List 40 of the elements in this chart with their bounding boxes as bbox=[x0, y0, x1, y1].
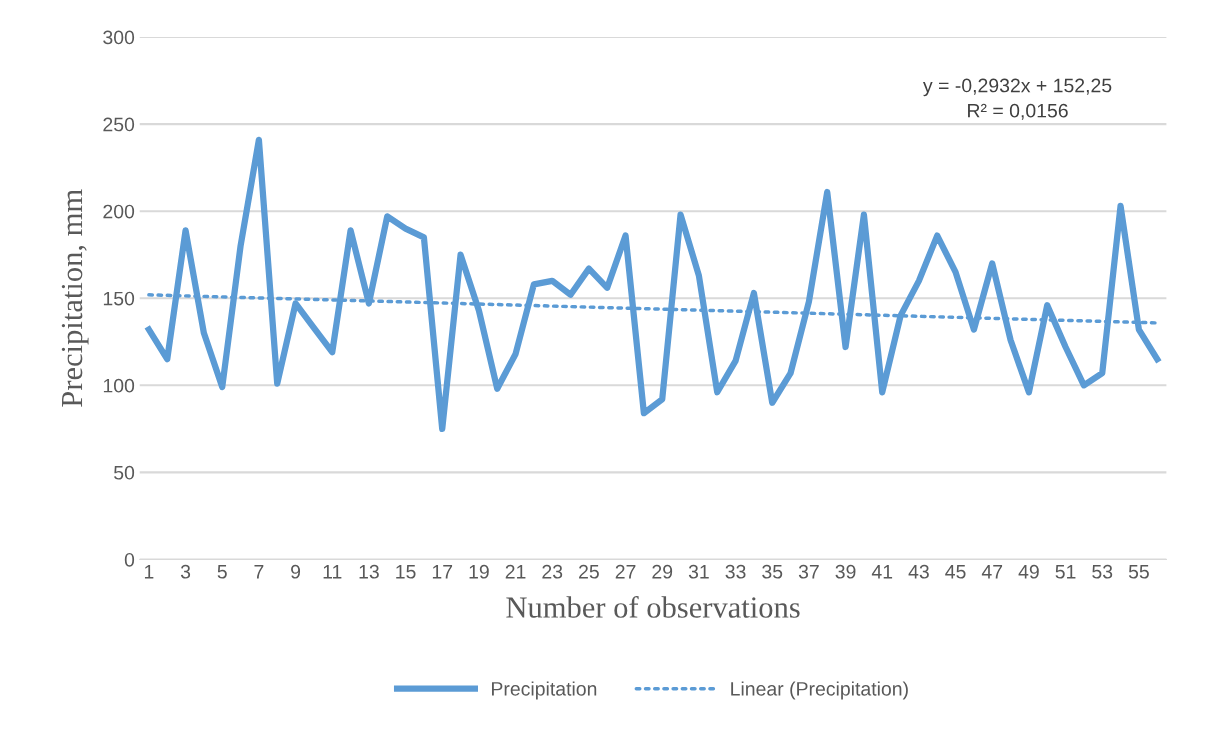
x-tick-label: 5 bbox=[217, 565, 227, 579]
x-tick-label: 29 bbox=[652, 564, 673, 579]
y-tick-label: 150 bbox=[103, 291, 135, 306]
x-tick-label: 1 bbox=[144, 565, 154, 579]
x-tick-label: 35 bbox=[762, 564, 783, 579]
x-tick-label: 55 bbox=[1128, 565, 1149, 579]
y-tick-label: 100 bbox=[103, 378, 135, 393]
y-tick-label: 250 bbox=[103, 117, 135, 132]
x-tick-label: 3 bbox=[180, 564, 191, 579]
x-tick-label: 43 bbox=[908, 564, 929, 579]
x-tick-label: 47 bbox=[981, 565, 1003, 579]
x-tick-label: 49 bbox=[1018, 564, 1039, 579]
legend-label: Linear (Precipitation) bbox=[731, 681, 908, 700]
x-tick-label: 7 bbox=[254, 565, 264, 579]
x-tick-label: 27 bbox=[615, 564, 636, 579]
y-axis-title: Precipitation, mm bbox=[61, 189, 89, 407]
x-tick-label: 25 bbox=[579, 564, 599, 579]
x-tick-label: 23 bbox=[542, 564, 563, 579]
y-tick-label: 200 bbox=[103, 204, 135, 219]
x-tick-label: 45 bbox=[945, 565, 966, 579]
legend-label: Precipitation bbox=[492, 681, 597, 700]
x-tick-label: 51 bbox=[1055, 565, 1076, 579]
x-tick-label: 11 bbox=[323, 565, 342, 579]
x-tick-label: 41 bbox=[871, 565, 893, 579]
x-axis-title: Number of observations bbox=[506, 596, 800, 618]
annotation: y = -0,2932x + 152,25 R² = 0,0156 bbox=[922, 78, 1112, 120]
y-tick-label: 300 bbox=[103, 30, 135, 45]
x-tick-label: 19 bbox=[469, 564, 489, 579]
y-tick-label: 0 bbox=[124, 552, 135, 567]
y-tick-label: 50 bbox=[114, 465, 135, 480]
x-tick-label: 33 bbox=[725, 564, 746, 579]
x-tick-label: 13 bbox=[359, 564, 379, 579]
x-tick-label: 21 bbox=[505, 564, 526, 579]
x-tick-label: 31 bbox=[688, 564, 709, 579]
x-tick-label: 17 bbox=[432, 565, 453, 579]
x-tick-label: 39 bbox=[835, 564, 856, 579]
x-tick-label: 9 bbox=[291, 564, 301, 579]
x-tick-label: 53 bbox=[1092, 564, 1113, 579]
x-tick-label: 15 bbox=[396, 565, 416, 579]
x-tick-label: 37 bbox=[798, 564, 819, 579]
